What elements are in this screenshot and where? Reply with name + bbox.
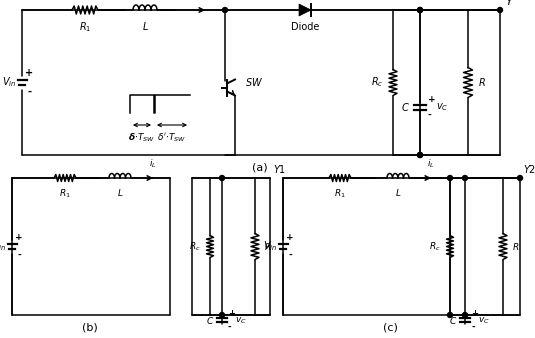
Text: $R_c$: $R_c$ <box>429 240 441 253</box>
Text: Diode: Diode <box>291 22 319 32</box>
Circle shape <box>219 313 225 317</box>
Circle shape <box>447 313 453 317</box>
Text: $R$: $R$ <box>478 76 486 89</box>
Circle shape <box>447 175 453 180</box>
Circle shape <box>417 7 423 13</box>
Text: (c): (c) <box>383 323 398 333</box>
Text: -: - <box>428 111 432 120</box>
Circle shape <box>219 175 225 180</box>
Text: (a): (a) <box>252 163 268 173</box>
Circle shape <box>417 152 423 158</box>
Text: $v_C$: $v_C$ <box>436 101 448 113</box>
Text: $\boldsymbol{\delta}$$\cdot$$T_{SW}$: $\boldsymbol{\delta}$$\cdot$$T_{SW}$ <box>128 131 156 144</box>
Text: $R_c$: $R_c$ <box>189 240 201 253</box>
Circle shape <box>417 7 423 13</box>
Text: $R$: $R$ <box>512 241 519 252</box>
Text: $V_{in}$: $V_{in}$ <box>2 76 16 89</box>
Circle shape <box>517 175 523 180</box>
Text: $v_C$: $v_C$ <box>235 315 247 326</box>
Text: $i_L$: $i_L$ <box>201 0 209 2</box>
Text: +: + <box>25 69 33 78</box>
Text: -: - <box>17 251 21 260</box>
Text: +: + <box>428 95 435 104</box>
Text: $L$: $L$ <box>117 187 123 198</box>
Text: $Y2$: $Y2$ <box>523 163 535 175</box>
Text: $R_1$: $R_1$ <box>79 20 91 34</box>
Text: -: - <box>27 87 31 97</box>
Text: +: + <box>228 309 235 318</box>
Text: +: + <box>471 309 478 318</box>
Text: -: - <box>471 323 475 332</box>
Text: -: - <box>288 251 292 260</box>
Text: $L$: $L$ <box>142 20 148 32</box>
Text: $R_1$: $R_1$ <box>334 187 346 199</box>
Text: $\boldsymbol{\delta'}$$\cdot$$T_{SW}$: $\boldsymbol{\delta'}$$\cdot$$T_{SW}$ <box>157 131 187 144</box>
Text: (b): (b) <box>82 323 98 333</box>
Text: $C$: $C$ <box>449 315 457 326</box>
Text: $SW$: $SW$ <box>245 76 263 89</box>
Text: $C$: $C$ <box>206 315 214 326</box>
Circle shape <box>462 313 468 317</box>
Text: +: + <box>286 233 294 242</box>
Text: -: - <box>228 323 232 332</box>
Circle shape <box>223 7 227 13</box>
Text: $Y$: $Y$ <box>505 0 515 7</box>
Text: $R_1$: $R_1$ <box>59 187 71 199</box>
Circle shape <box>498 7 502 13</box>
Text: $V_{in}$: $V_{in}$ <box>263 240 277 254</box>
Text: $V_{in}$: $V_{in}$ <box>0 240 6 254</box>
Text: $R$: $R$ <box>264 241 271 252</box>
Text: $v_C$: $v_C$ <box>478 315 490 326</box>
Polygon shape <box>299 4 311 16</box>
Text: $C$: $C$ <box>401 101 410 113</box>
Text: $i_L$: $i_L$ <box>427 158 435 170</box>
Circle shape <box>462 175 468 180</box>
Text: $L$: $L$ <box>395 187 401 198</box>
Circle shape <box>417 152 423 158</box>
Text: $i_L$: $i_L$ <box>149 158 157 170</box>
Text: $R_c$: $R_c$ <box>371 76 383 89</box>
Text: +: + <box>15 233 23 242</box>
Text: $Y1$: $Y1$ <box>273 163 286 175</box>
